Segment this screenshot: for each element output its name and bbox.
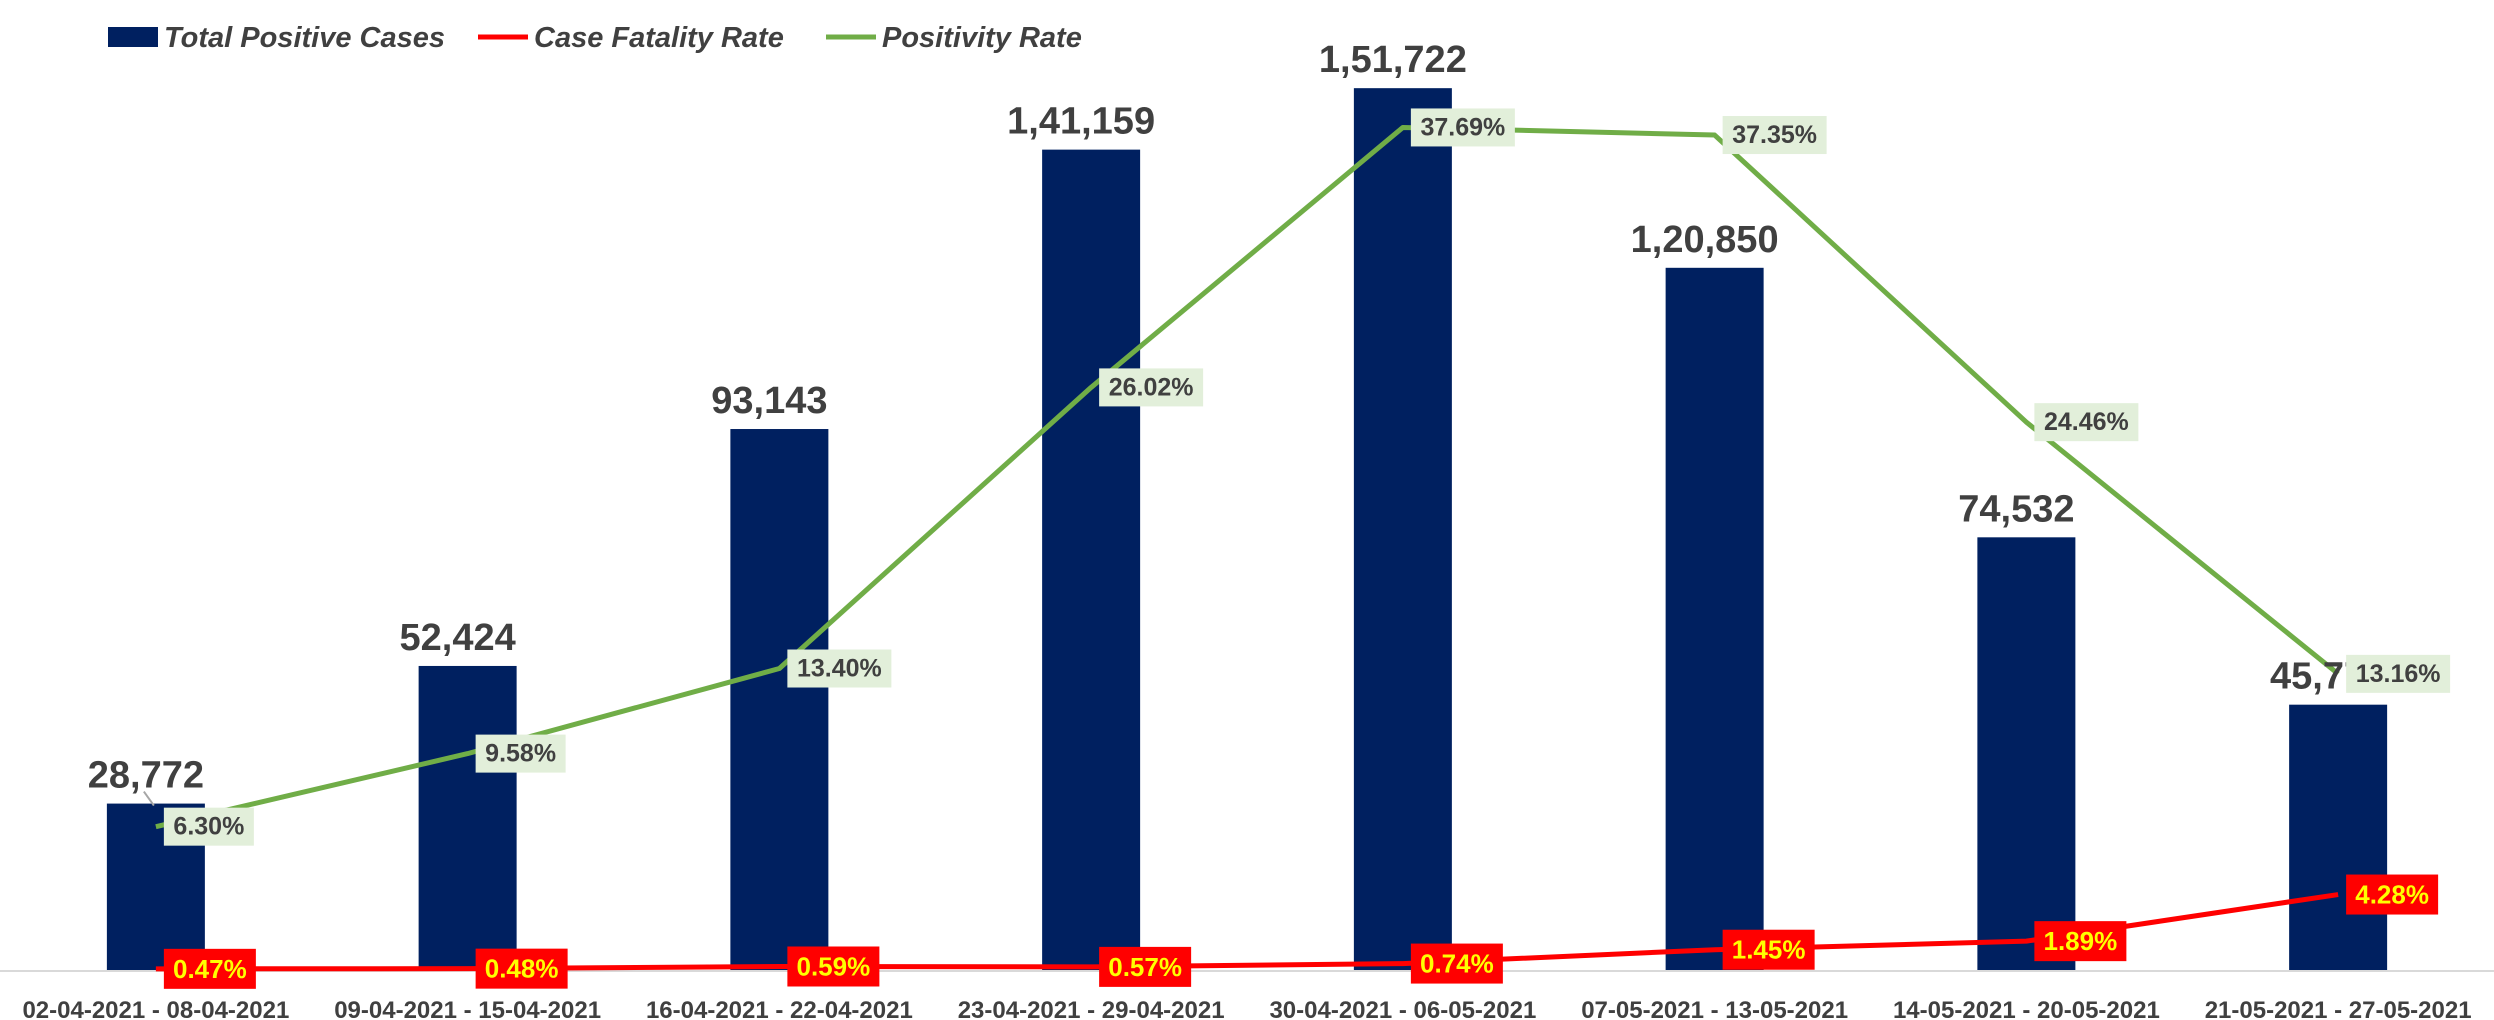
positivity-label-box-8 <box>2346 654 2451 693</box>
cfr-label-box-3 <box>787 946 880 987</box>
cfr-label-box-1 <box>163 948 256 989</box>
bars-group <box>106 88 2388 972</box>
category-label-5: 30-04-2021 - 06-05-2021 <box>1269 997 1536 1020</box>
positivity-label-5: 37.69% <box>1420 113 1505 141</box>
cfr-label-box-7 <box>2034 921 2127 962</box>
cfr-label-8: 4.28% <box>2355 880 2429 910</box>
category-label-4: 23-04-2021 - 29-04-2021 <box>958 997 1225 1020</box>
bar-value-label-4: 1,41,159 <box>1007 101 1155 143</box>
bar-8 <box>2289 704 2388 971</box>
cfr-label-6: 1.45% <box>1732 935 1806 965</box>
positivity-label-box-7 <box>2034 403 2139 442</box>
cfr-label-2: 0.48% <box>485 954 559 984</box>
category-label-6: 07-05-2021 - 13-05-2021 <box>1581 997 1848 1020</box>
legend-swatch-1 <box>108 27 158 47</box>
category-label-8: 21-05-2021 - 27-05-2021 <box>2205 997 2472 1020</box>
cfr-label-box-8 <box>2346 874 2439 915</box>
bar-3 <box>730 429 829 971</box>
bar-2 <box>418 665 517 971</box>
legend-label-1: Total Positive Cases <box>164 22 445 54</box>
positivity-label-box-1 <box>163 807 254 846</box>
legend: Total Positive Cases Case Fatality Rate Po… <box>108 22 1082 54</box>
cfr-label-1: 0.47% <box>173 954 247 984</box>
category-label-1: 02-04-2021 - 08-04-2021 <box>22 997 289 1020</box>
cfr-label-box-2 <box>475 948 568 989</box>
bar-6 <box>1665 267 1764 971</box>
bar-4 <box>1042 149 1141 971</box>
positivity-label-7: 24.46% <box>2044 408 2129 436</box>
cfr-label-7: 1.89% <box>2044 926 2118 956</box>
bar-7 <box>1977 537 2076 971</box>
cfr-label-3: 0.59% <box>797 951 871 981</box>
cfr-label-box-4 <box>1099 946 1192 987</box>
positivity-label-box-6 <box>1722 116 1827 155</box>
category-label-3: 16-04-2021 - 22-04-2021 <box>646 997 913 1020</box>
positivity-label-box-3 <box>787 649 892 688</box>
bar-value-label-2: 52,424 <box>400 617 516 659</box>
positivity-label-2: 9.58% <box>485 740 556 768</box>
leader-line <box>143 791 155 807</box>
positivity-label-3: 13.40% <box>797 655 882 683</box>
bar-value-label-5: 1,51,722 <box>1319 39 1467 81</box>
legend-label-2: Case Fatality Rate <box>534 22 784 54</box>
bar-value-label-1: 28,772 <box>88 755 204 797</box>
bar-value-label-6: 1,20,850 <box>1631 219 1779 261</box>
positivity-label-8: 13.16% <box>2356 660 2441 688</box>
cfr-label-4: 0.57% <box>1108 952 1182 982</box>
cfr-label-box-5 <box>1410 943 1503 984</box>
data-labels: 28,772 52,424 93,143 1,41,159 1,51,722 1,20,8… <box>88 39 2451 989</box>
cfr-label-box-6 <box>1722 929 1815 970</box>
bar-value-label-3: 93,143 <box>711 380 827 422</box>
legend-label-3: Positivity Rate <box>882 22 1082 54</box>
positivity-label-box-2 <box>475 734 566 773</box>
bar-value-label-7: 74,532 <box>1958 488 2074 530</box>
bar-5 <box>1353 88 1452 972</box>
positivity-label-box-4 <box>1099 368 1204 407</box>
positivity-label-4: 26.02% <box>1109 373 1194 401</box>
positivity-label-6: 37.35% <box>1732 121 1817 149</box>
category-labels: 02-04-2021 - 08-04-2021 09-04-2021 - 15-0… <box>22 997 2471 1020</box>
positivity-label-1: 6.30% <box>173 813 244 841</box>
category-label-7: 14-05-2021 - 20-05-2021 <box>1893 997 2160 1020</box>
positivity-label-box-5 <box>1410 108 1515 147</box>
category-label-2: 09-04-2021 - 15-04-2021 <box>334 997 601 1020</box>
cfr-label-5: 0.74% <box>1420 949 1494 979</box>
